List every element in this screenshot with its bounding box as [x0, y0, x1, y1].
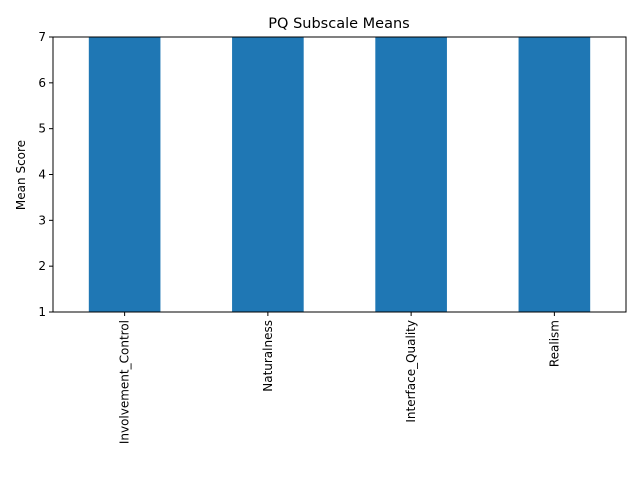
bar [375, 37, 447, 312]
y-tick-label: 6 [38, 76, 46, 90]
bar [232, 37, 304, 312]
x-tick-label: Interface_Quality [404, 320, 418, 423]
y-tick-label: 1 [38, 305, 46, 319]
y-tick-label: 4 [38, 168, 46, 182]
y-tick-label: 2 [38, 259, 46, 273]
y-tick-label: 7 [38, 30, 46, 44]
x-tick-label: Realism [547, 320, 561, 367]
y-axis-title: Mean Score [14, 140, 28, 210]
y-tick-label: 5 [38, 122, 46, 136]
x-tick-label: Naturalness [261, 320, 275, 392]
y-ticks-layer: 1 2 3 4 5 6 7 [38, 30, 53, 319]
bars-layer [88, 37, 591, 312]
bar [518, 37, 591, 312]
bar [88, 37, 161, 312]
x-tick-label: Involvement_Control [118, 320, 132, 444]
y-tick-label: 3 [38, 213, 46, 227]
chart-title: PQ Subscale Means [268, 16, 409, 32]
x-ticks-layer: Involvement_Control Naturalness Interface_… [118, 312, 561, 444]
